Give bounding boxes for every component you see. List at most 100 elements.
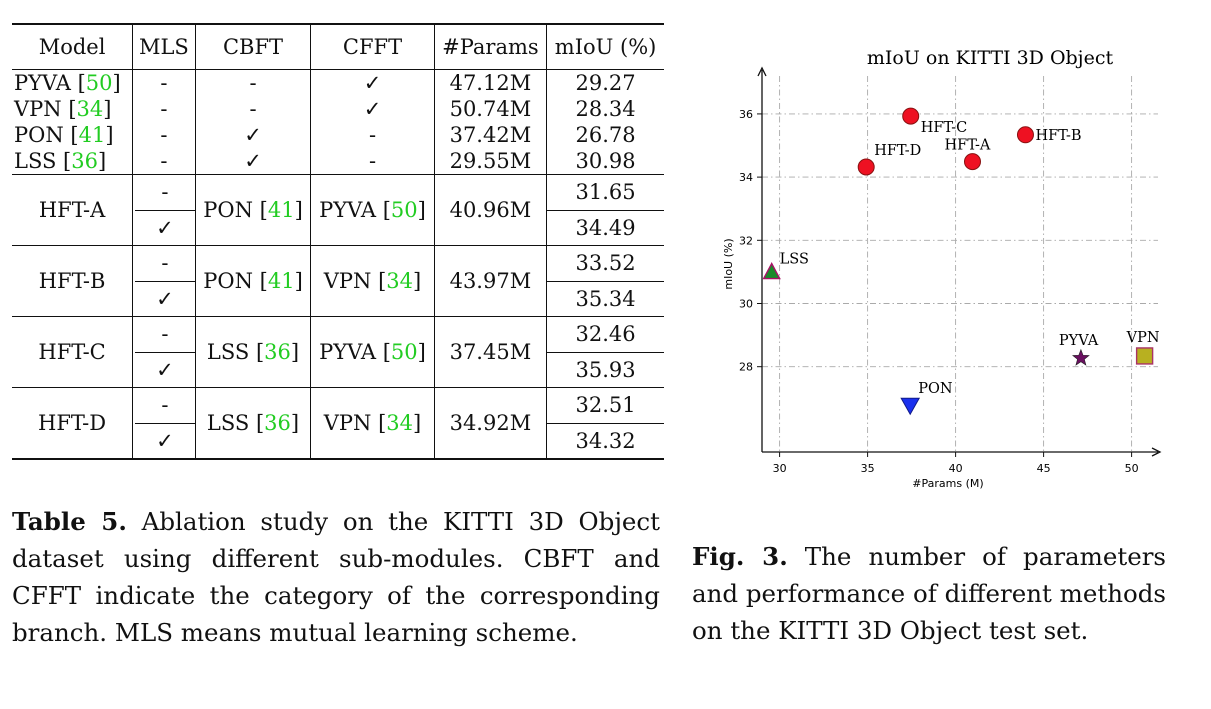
cell-text: - bbox=[161, 393, 169, 417]
x-axis-label: #Params (M) bbox=[912, 477, 983, 490]
scatter-point-circle bbox=[1016, 126, 1034, 144]
cell-cbft: ✓ bbox=[194, 122, 311, 148]
cell-cfft: PYVA [50] bbox=[310, 174, 435, 246]
cell-text: HFT-C bbox=[38, 339, 106, 364]
y-axis-arrow bbox=[757, 66, 767, 77]
cell-text: ✓ bbox=[156, 357, 174, 382]
cell-params: 47.12M bbox=[433, 69, 547, 96]
cell-miou-off: 33.52 bbox=[546, 245, 664, 281]
cell-cfft: PYVA [50] bbox=[310, 316, 435, 388]
cell-text: - bbox=[160, 149, 168, 173]
header-miou: mIoU (%) bbox=[546, 24, 664, 70]
cell-cfft: - bbox=[310, 148, 435, 175]
table-row: PON [41] - ✓ - 37.42M 26.78 bbox=[12, 122, 664, 148]
cell-text: 50.74M bbox=[449, 97, 532, 121]
chart-title: mIoU on KITTI 3D Object bbox=[867, 47, 1114, 69]
cell-params: 34.92M bbox=[433, 387, 547, 459]
cell-params: 43.97M bbox=[433, 245, 547, 317]
cell-mls-off: - bbox=[135, 246, 195, 282]
table-row: VPN [34] - - ✓ 50.74M 28.34 bbox=[12, 96, 664, 122]
cell-text: 32.46 bbox=[575, 322, 636, 346]
cell-text: 33.52 bbox=[575, 251, 636, 275]
scatter-chart: mIoU on KITTI 3D Object 30 35 40 45 50 28 30 32 3… bbox=[722, 47, 1162, 490]
cell-miou: 30.98 bbox=[546, 148, 664, 175]
cell-cfft: ✓ bbox=[310, 69, 435, 96]
cell-text: PON bbox=[203, 268, 253, 293]
scatter-point-circle bbox=[902, 107, 920, 125]
cell-text: 28.34 bbox=[575, 97, 636, 121]
model-with-cite: PYVA [50] bbox=[319, 197, 426, 222]
cell-mls-on: ✓ bbox=[135, 422, 196, 459]
cell-text: PYVA bbox=[14, 71, 71, 95]
scatter-point-star bbox=[1072, 348, 1090, 366]
cell-mls: - bbox=[132, 122, 196, 148]
header-cbft: CBFT bbox=[194, 24, 311, 70]
cell-text: 30.98 bbox=[575, 149, 636, 173]
point-label: LSS bbox=[780, 252, 809, 268]
cell-miou: 28.34 bbox=[546, 96, 664, 122]
cell-text: VPN bbox=[323, 410, 372, 435]
cell-cfft: VPN [34] bbox=[310, 387, 435, 459]
table-row: ✓ 35.93 bbox=[12, 351, 664, 388]
point-label: HFT-C bbox=[921, 120, 968, 136]
cell-text: PYVA bbox=[319, 339, 377, 364]
table-row: HFT-C - LSS [36] PYVA [50] 37.45M 32.46 bbox=[12, 316, 664, 388]
citation: 34 bbox=[386, 268, 414, 293]
cell-text: PON bbox=[14, 123, 64, 147]
table-row: HFT-D - LSS [36] VPN [34] 34.92M 32.51 bbox=[12, 387, 664, 459]
cell-text: 35.34 bbox=[575, 286, 636, 311]
cell-text: 34.92M bbox=[449, 410, 532, 435]
cell-cfft: ✓ bbox=[310, 96, 435, 122]
cell-text: 43.97M bbox=[449, 268, 532, 293]
header-cfft: CFFT bbox=[310, 24, 435, 70]
cell-params: 40.96M bbox=[433, 174, 547, 246]
cell-text: 47.12M bbox=[449, 71, 532, 95]
figure-caption: Fig. 3. The number of parameters and per… bbox=[692, 538, 1166, 649]
model-with-cite: LSS [36] bbox=[14, 149, 107, 173]
cell-text: ✓ bbox=[244, 123, 262, 147]
cell-miou-off: 32.51 bbox=[546, 387, 664, 423]
x-tick-label: 50 bbox=[1125, 462, 1139, 475]
cell-text: 34.49 bbox=[575, 215, 636, 240]
cell-text: - bbox=[368, 149, 377, 173]
y-axis-label: mIoU (%) bbox=[722, 238, 735, 289]
cell-text: - bbox=[160, 123, 168, 147]
cell-text: ✓ bbox=[363, 71, 382, 95]
cell-cbft: ✓ bbox=[194, 148, 311, 175]
scatter-point-circle bbox=[963, 153, 981, 171]
citation: 41 bbox=[78, 123, 106, 147]
cell-text: 29.55M bbox=[449, 149, 532, 173]
cell-model: HFT-A bbox=[12, 175, 133, 246]
cell-cbft: - bbox=[194, 69, 311, 96]
point-label: HFT-A bbox=[944, 138, 990, 154]
ablation-table: Model MLS CBFT CFFT #Params mIoU (%) PYV… bbox=[12, 23, 664, 460]
model-with-cite: VPN [34] bbox=[323, 268, 422, 293]
citation: 36 bbox=[264, 339, 291, 364]
cell-miou: 26.78 bbox=[546, 122, 664, 148]
citation: 34 bbox=[386, 410, 414, 435]
cell-mls-spacer bbox=[132, 174, 136, 246]
table-row: HFT-B - PON [41] VPN [34] 43.97M 33.52 bbox=[12, 245, 664, 317]
citation: 36 bbox=[71, 149, 98, 173]
cell-mls-on: ✓ bbox=[135, 351, 196, 388]
cell-model: HFT-C bbox=[12, 317, 133, 388]
cell-mls-spacer bbox=[132, 316, 136, 388]
y-tick-label: 30 bbox=[739, 297, 753, 310]
header-mls: MLS bbox=[132, 24, 196, 70]
y-tick-label: 28 bbox=[739, 361, 753, 374]
y-tick-label: 34 bbox=[739, 171, 753, 184]
cell-text: PYVA bbox=[319, 197, 377, 222]
cell-text: 34.32 bbox=[575, 428, 636, 453]
x-tick-label: 45 bbox=[1037, 462, 1051, 475]
cell-text: LSS bbox=[206, 410, 250, 435]
table-row: ✓ 35.34 bbox=[12, 280, 664, 317]
cell-text: ✓ bbox=[156, 215, 174, 240]
cell-cbft: - bbox=[194, 96, 311, 122]
scatter-point-triangle-down bbox=[900, 397, 921, 416]
cell-mls-spacer bbox=[132, 245, 136, 317]
cell-text: PON bbox=[203, 197, 253, 222]
x-axis-arrow bbox=[1151, 447, 1162, 457]
cell-params: 37.45M bbox=[433, 316, 547, 388]
point-label: PYVA bbox=[1059, 333, 1099, 349]
model-with-cite: LSS [36] bbox=[206, 339, 300, 364]
